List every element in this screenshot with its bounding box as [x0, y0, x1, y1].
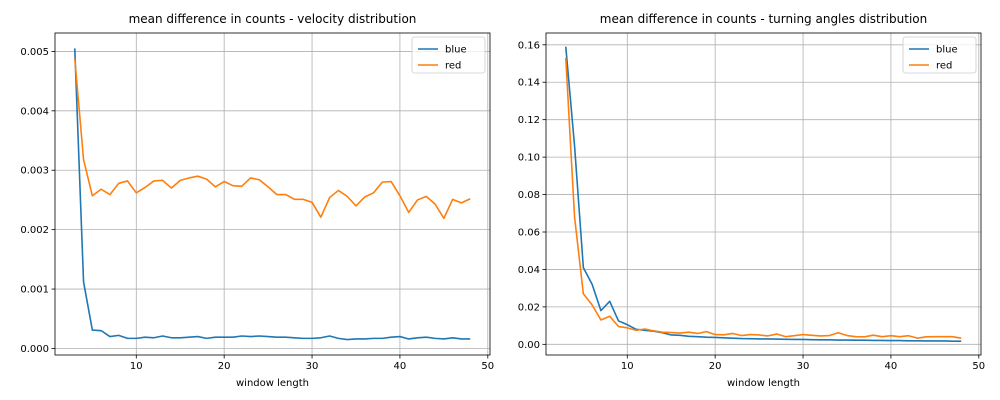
velocity-y-tick-label: 0.005 — [20, 47, 49, 58]
velocity-x-tick-label: 50 — [481, 361, 494, 372]
turning-angles-x-tick-label: 10 — [621, 361, 634, 372]
turning-angles-y-tick-label: 0.14 — [518, 78, 540, 89]
velocity-x-tick-label: 30 — [306, 361, 319, 372]
turning-angles-series-blue-line — [564, 46, 962, 342]
turning-angles-x-tick-label: 30 — [797, 361, 810, 372]
turning-angles-series-red-line — [564, 57, 962, 339]
turning-angles-x-tick-label: 50 — [972, 361, 985, 372]
turning-angles-y-tick-label: 0.00 — [518, 340, 540, 351]
velocity-chart-title: mean difference in counts - velocity dis… — [129, 12, 417, 26]
velocity-chart-panel: mean difference in counts - velocity dis… — [20, 12, 494, 389]
velocity-legend-label-blue: blue — [445, 45, 467, 56]
velocity-axes-frame — [54, 32, 491, 356]
velocity-y-tick-label: 0.000 — [20, 344, 49, 355]
turning-angles-legend-label-blue: blue — [936, 45, 958, 56]
velocity-y-tick-label: 0.002 — [20, 225, 49, 236]
velocity-chart-xlabel: window length — [236, 378, 309, 389]
turning-angles-legend-box — [902, 36, 977, 74]
velocity-x-tick-label: 20 — [218, 361, 231, 372]
velocity-x-tick-label: 40 — [394, 361, 407, 372]
turning-angles-chart-xlabel: window length — [727, 378, 800, 389]
turning-angles-y-tick-label: 0.02 — [518, 302, 540, 313]
velocity-series-blue-line — [73, 48, 471, 341]
turning-angles-legend-label-red: red — [936, 61, 952, 72]
turning-angles-chart-title: mean difference in counts - turning angl… — [600, 12, 927, 26]
turning-angles-x-tick-label: 20 — [709, 361, 722, 372]
turning-angles-x-tick-label: 40 — [885, 361, 898, 372]
velocity-y-tick-label: 0.003 — [20, 166, 49, 177]
turning-angles-y-tick-label: 0.16 — [518, 40, 540, 51]
velocity-legend-box — [411, 36, 486, 74]
velocity-legend-label-red: red — [445, 61, 461, 72]
turning-angles-chart-panel: mean difference in counts - turning angl… — [518, 12, 985, 389]
velocity-y-tick-label: 0.004 — [20, 106, 49, 117]
velocity-y-tick-label: 0.001 — [20, 285, 49, 296]
turning-angles-y-tick-label: 0.04 — [518, 265, 540, 276]
turning-angles-y-tick-label: 0.08 — [518, 190, 540, 201]
velocity-x-tick-label: 10 — [130, 361, 143, 372]
turning-angles-y-tick-label: 0.12 — [518, 115, 540, 126]
velocity-series-red-line — [73, 58, 471, 220]
turning-angles-axes-frame — [545, 32, 982, 356]
turning-angles-y-tick-label: 0.10 — [518, 153, 540, 164]
turning-angles-y-tick-label: 0.06 — [518, 228, 540, 239]
